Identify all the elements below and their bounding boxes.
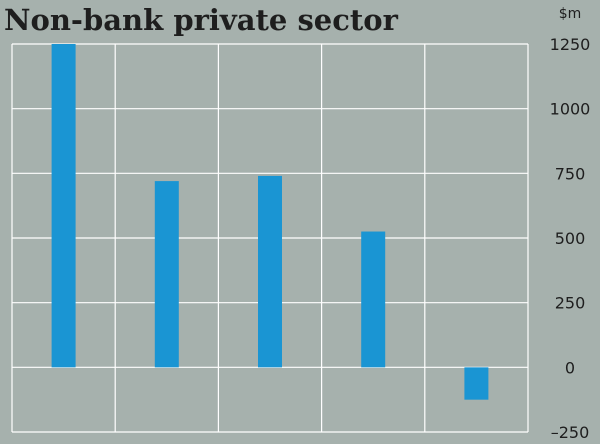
bars — [51, 44, 489, 400]
bar — [51, 44, 76, 368]
y-tick-label: 500 — [555, 229, 586, 248]
bar — [361, 231, 386, 368]
bar — [258, 175, 282, 368]
y-tick-label: 750 — [555, 164, 586, 183]
y-tick-label: 250 — [555, 294, 586, 313]
bar — [464, 367, 489, 400]
bar — [154, 181, 179, 368]
y-axis-unit-label: $m — [559, 6, 582, 22]
chart-title: Non-bank private sector — [4, 3, 399, 37]
y-tick-label: 1250 — [550, 35, 591, 54]
y-axis-ticks: 1250 1000 750 500 250 0 –250 — [550, 35, 591, 442]
y-tick-label: –250 — [551, 423, 590, 442]
y-tick-label: 1000 — [550, 100, 591, 119]
y-tick-label: 0 — [565, 358, 575, 377]
